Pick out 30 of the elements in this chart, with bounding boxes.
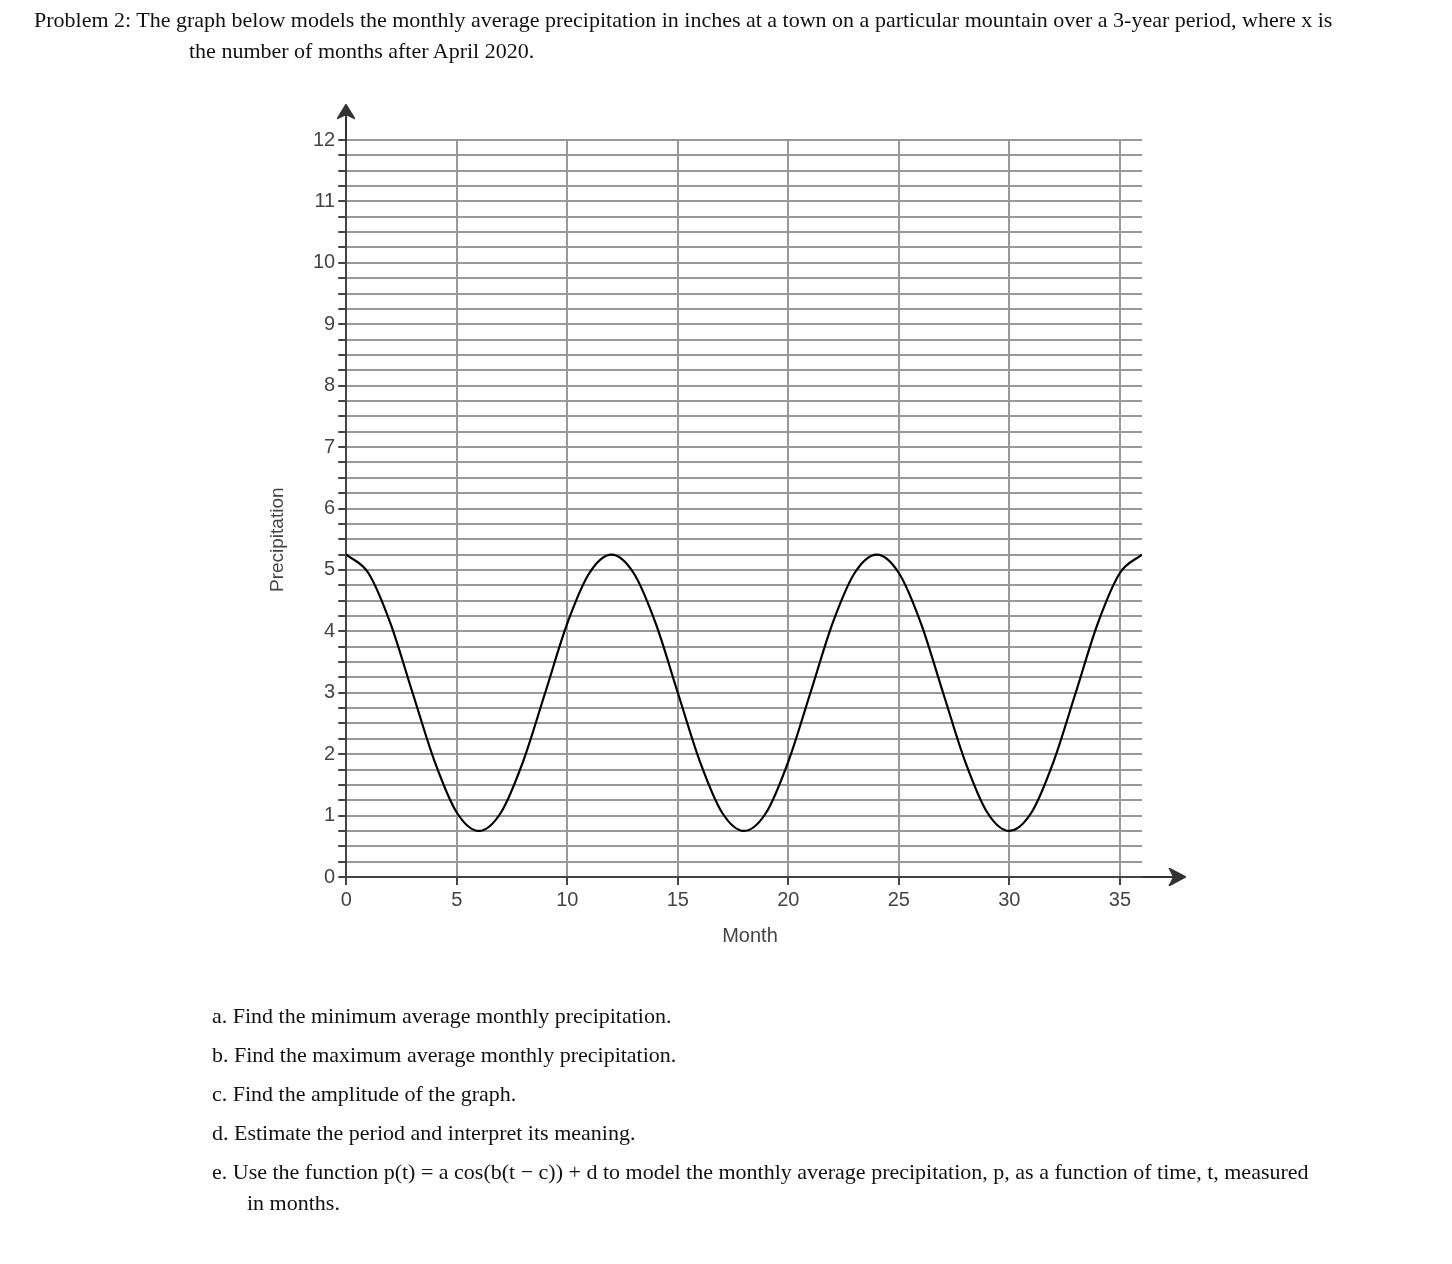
x-axis-title: Month <box>721 924 779 947</box>
chart-title: Problem 2: The graph below models the monthly average precipitation in inches at a town on a particular mountain over a 3-year period, where x is the number of months after April 2020. <box>34 6 1334 65</box>
x-tick-label: 25 <box>887 887 910 910</box>
y-tick-label: 2 <box>324 741 336 764</box>
x-tick-label: 0 <box>340 887 352 910</box>
y-tick-label: 4 <box>324 618 336 641</box>
y-tick-label: 1 <box>324 803 336 826</box>
y-tick-label: 5 <box>324 557 336 580</box>
x-tick-label: 15 <box>666 887 689 910</box>
x-tick-label: 35 <box>1108 887 1132 910</box>
y-axis-title: Precipitation <box>266 486 288 595</box>
text: e. Use the function p(t) = a cos(b(t − c)) + d to model the monthly average precipitation, p, as a function of time, t, measured in months. <box>212 1158 1310 1217</box>
x-tick-label: 30 <box>998 887 1021 910</box>
y-tick-label: 6 <box>324 496 336 519</box>
text: b. Find the maximum average monthly precipitation. <box>212 1041 678 1069</box>
y-tick-label: 9 <box>324 311 336 334</box>
x-tick-label: 5 <box>451 887 463 910</box>
y-tick-label: 10 <box>313 250 336 273</box>
y-tick-label: 0 <box>324 864 336 887</box>
text: d. Estimate the period and interpret its meaning. <box>212 1119 637 1147</box>
x-tick-label: 10 <box>556 887 579 910</box>
line-series <box>346 553 1142 833</box>
y-tick-label: 12 <box>313 127 336 150</box>
text: a. Find the minimum average monthly precipitation. <box>212 1002 673 1030</box>
x-tick-label: 20 <box>777 887 800 910</box>
text: c. Find the amplitude of the graph. <box>212 1080 518 1108</box>
y-tick-label: 11 <box>314 188 336 211</box>
y-tick-label: 7 <box>324 434 336 457</box>
y-tick-label: 3 <box>324 680 336 703</box>
y-tick-label: 8 <box>324 373 336 396</box>
